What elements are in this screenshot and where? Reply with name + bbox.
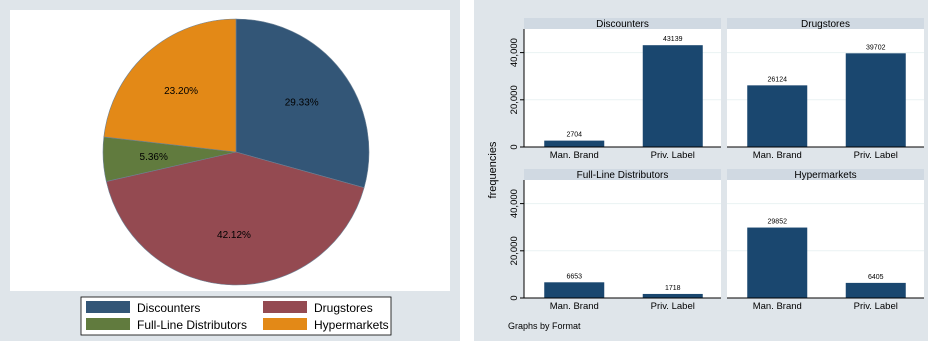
bar-value-label: 39702: [866, 44, 886, 51]
bar-priv-label: [845, 282, 906, 298]
y-tick-label: 20,000: [509, 236, 520, 265]
facet-title-bar: [524, 18, 721, 29]
y-tick-label: 40,000: [509, 189, 520, 218]
y-tick-label: 20,000: [509, 85, 520, 114]
x-tick-label: Man. Brand: [550, 150, 599, 161]
bar-priv-label: [642, 45, 703, 148]
legend-swatch-hypermarkets: [263, 318, 307, 330]
facet-title: Hypermarkets: [794, 170, 856, 181]
x-tick-label: Priv. Label: [854, 301, 898, 312]
bar-man-brand: [747, 85, 808, 147]
pie-slice-hypermarkets: [103, 18, 237, 153]
pie-slice-drugstores: [105, 151, 365, 286]
pie-chart-panel: 29.33% 42.12% 5.36% 23.20% Discounters Drugst…: [0, 0, 460, 341]
pie-legend-box: [80, 296, 392, 336]
bar-value-label: 29852: [768, 219, 788, 226]
bar-value-label: 26124: [768, 76, 788, 83]
facet-title-bar: [524, 169, 721, 180]
y-tick-label: 0: [509, 144, 520, 149]
legend-label-discounters: Discounters: [137, 301, 200, 315]
x-tick-label: Priv. Label: [854, 150, 898, 161]
pie-slice-label: 5.36%: [140, 152, 168, 163]
facet-title: Drugstores: [801, 19, 850, 30]
facet-plot-area: [524, 180, 721, 298]
facet-drugstores: Drugstores 26124 Man. Brand 39702 Priv. Labe…: [727, 18, 924, 161]
bar-value-label: 6405: [868, 274, 884, 281]
facet-discounters: Discounters 2704 Man. Brand 43139 Priv. Labe…: [509, 18, 721, 161]
y-axis-title: frequencies: [487, 141, 499, 198]
x-tick-label: Man. Brand: [550, 301, 599, 312]
legend-label-hypermarkets: Hypermarkets: [314, 318, 389, 332]
bar-man-brand: [747, 227, 808, 298]
bar-chart-panel: Discounters 2704 Man. Brand 43139 Priv. Labe…: [474, 0, 928, 341]
legend-swatch-discounters: [86, 301, 130, 313]
graphs-by-note: Graphs by Format: [508, 321, 581, 331]
pie-slice-label: 42.12%: [217, 230, 251, 241]
x-tick-label: Priv. Label: [651, 150, 695, 161]
bar-value-label: 1718: [665, 285, 681, 292]
legend-swatch-full-line-distributors: [86, 318, 130, 330]
bar-man-brand: [544, 140, 605, 147]
x-tick-label: Man. Brand: [753, 150, 802, 161]
legend-swatch-drugstores: [263, 301, 307, 313]
facet-title-bar: [727, 169, 924, 180]
bar-chart: Discounters 2704 Man. Brand 43139 Priv. Labe…: [487, 18, 924, 331]
pie-slice-label: 29.33%: [285, 98, 319, 109]
bar-priv-label: [642, 293, 703, 298]
legend-label-full-line-distributors: Full-Line Distributors: [137, 318, 247, 332]
facet-hypermarkets: Hypermarkets 29852 Man. Brand 6405 Priv. Lab…: [727, 169, 924, 312]
facet-title: Discounters: [596, 19, 649, 30]
pie-slice-discounters: [235, 18, 370, 189]
x-tick-label: Man. Brand: [753, 301, 802, 312]
bar-man-brand: [544, 282, 605, 298]
bar-priv-label: [845, 53, 906, 147]
facet-full-line-distributors: Full-Line Distributors 6653 Man. Brand 1718…: [509, 169, 721, 312]
pie-chart: 29.33% 42.12% 5.36% 23.20% Discounters Drugst…: [10, 10, 450, 336]
pie-slice-label: 23.20%: [164, 86, 198, 97]
x-tick-label: Priv. Label: [651, 301, 695, 312]
bar-value-label: 6653: [566, 273, 582, 280]
facet-title-bar: [727, 18, 924, 29]
y-tick-label: 0: [509, 295, 520, 300]
bar-value-label: 43139: [663, 36, 683, 43]
facet-title: Full-Line Distributors: [577, 170, 669, 181]
legend-label-drugstores: Drugstores: [314, 301, 373, 315]
y-tick-label: 40,000: [509, 38, 520, 67]
bar-value-label: 2704: [566, 132, 582, 139]
